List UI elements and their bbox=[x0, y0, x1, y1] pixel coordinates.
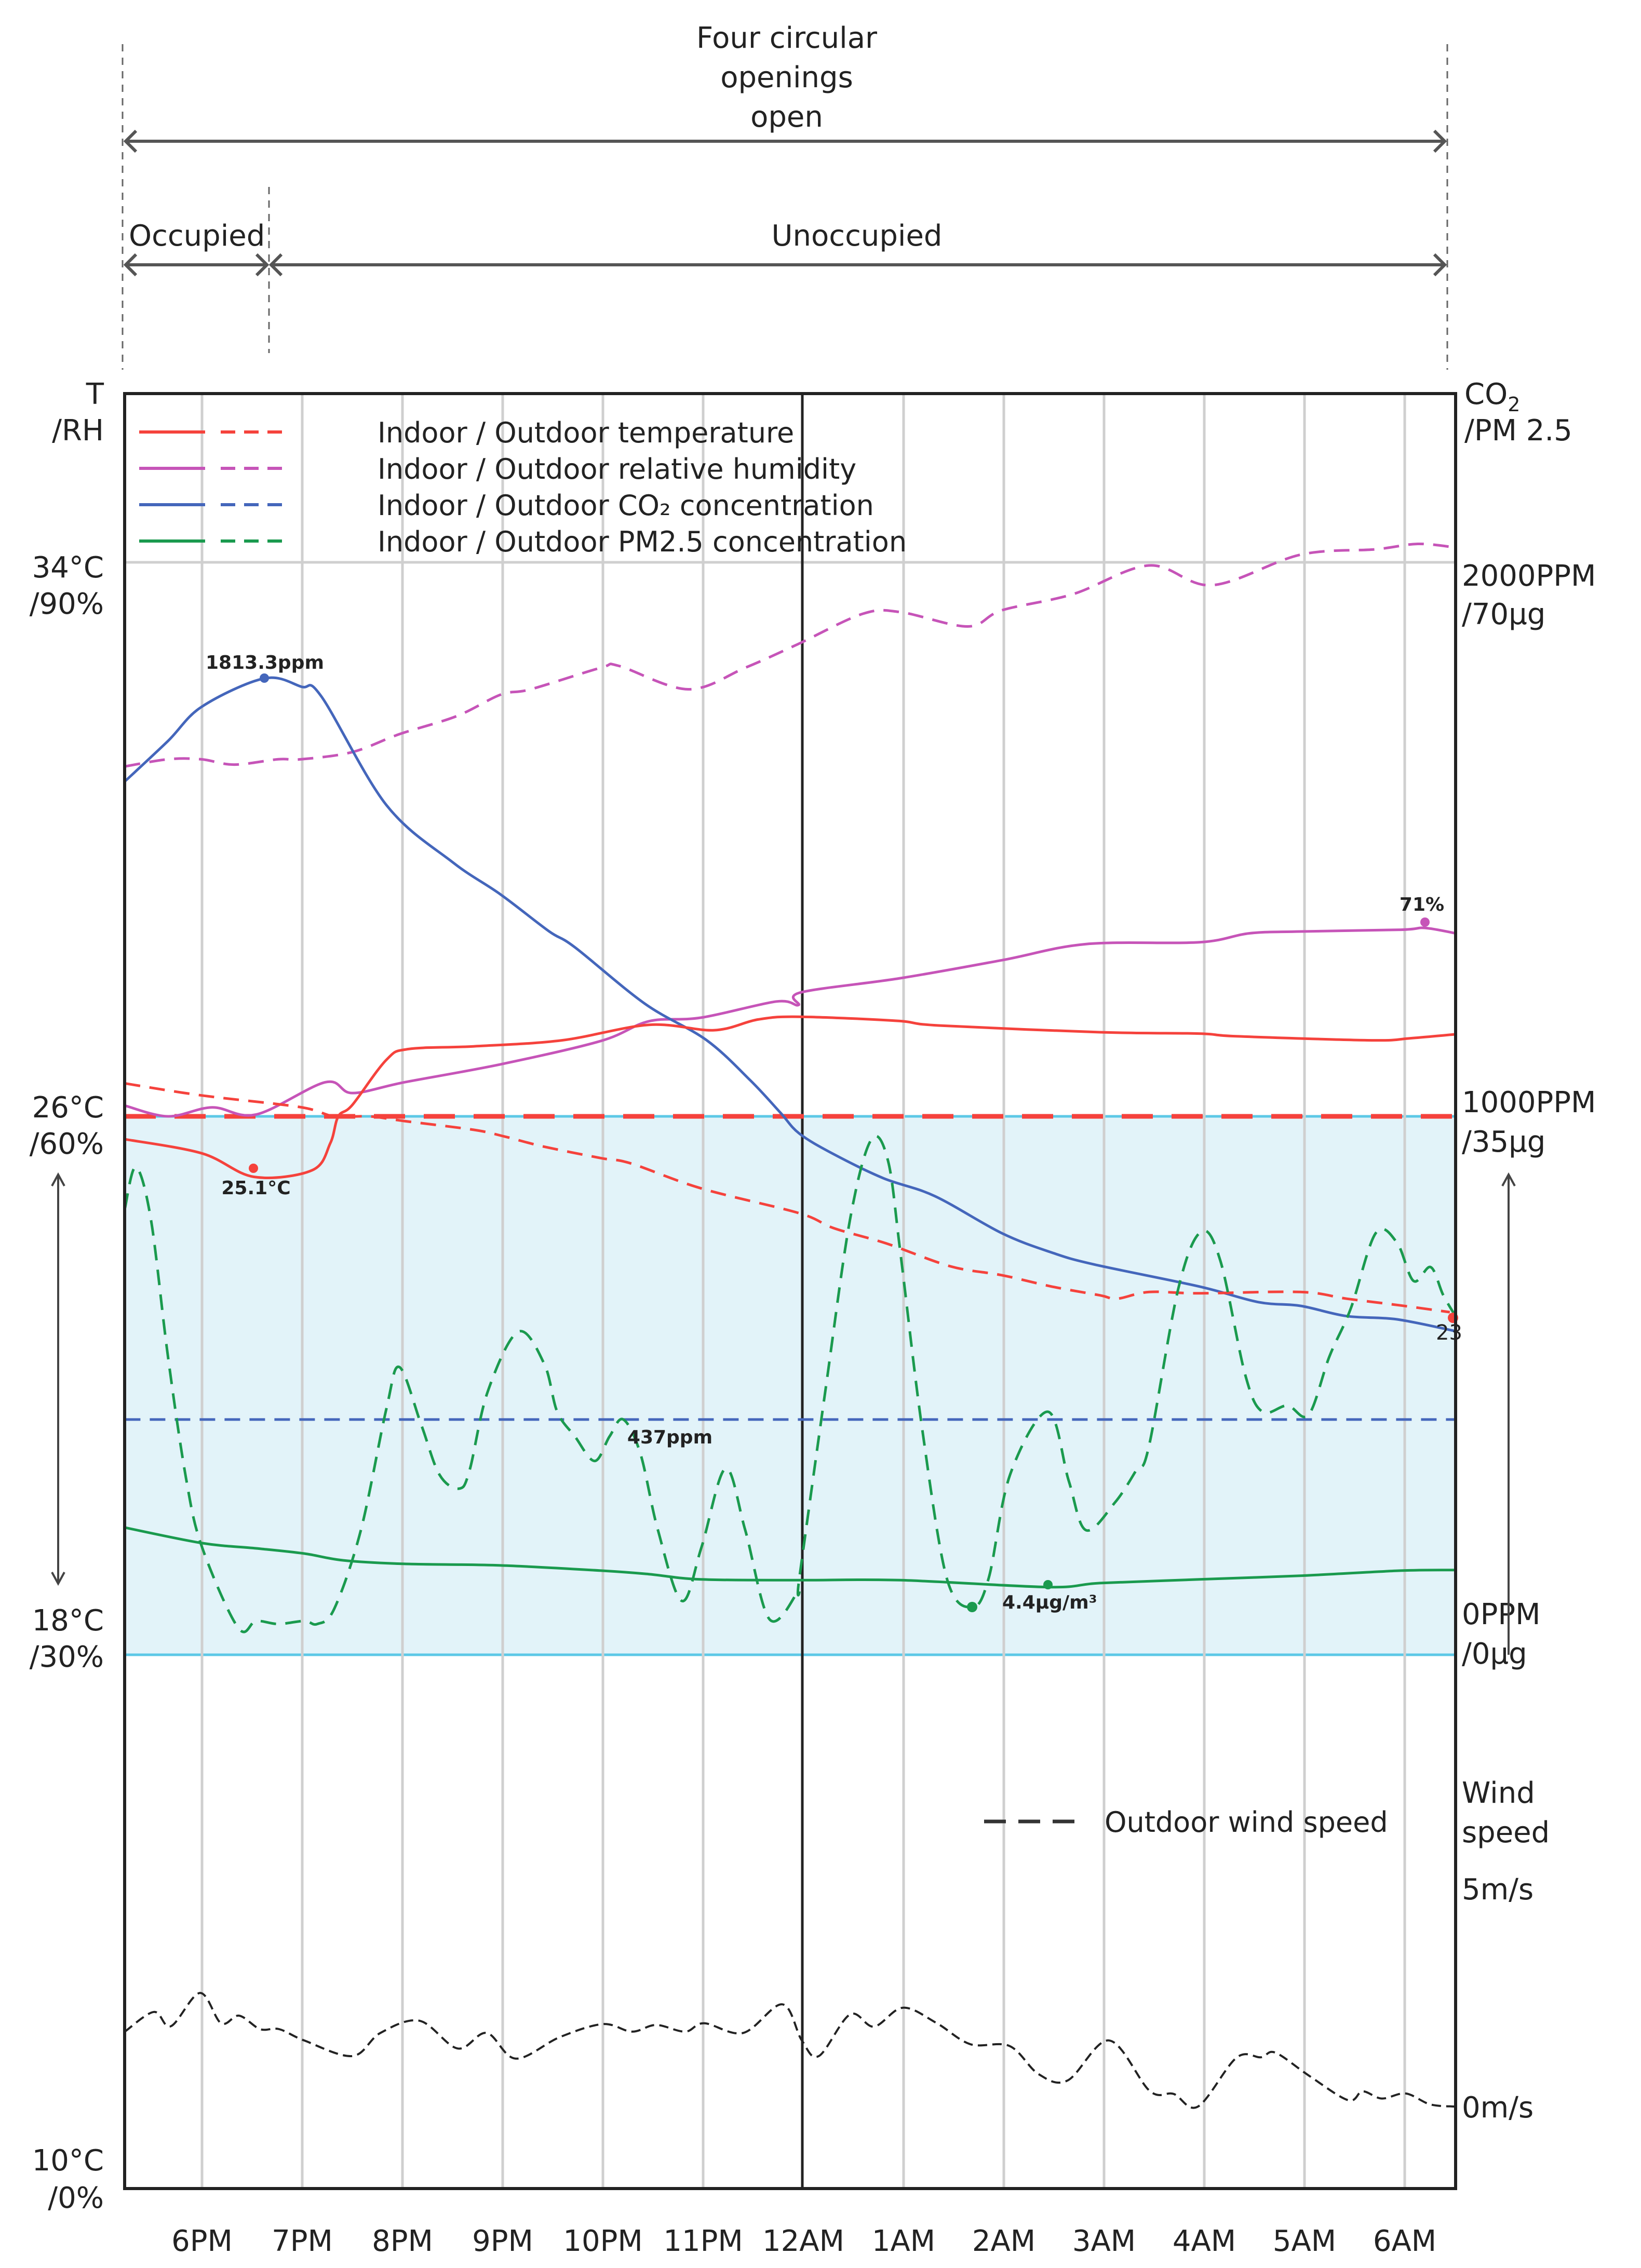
left-tick-10: 10°C bbox=[32, 2144, 104, 2178]
right-tick-2000: 2000PPM bbox=[1462, 559, 1596, 593]
left-axis-title: T bbox=[86, 377, 104, 411]
indoor-temperature-line bbox=[124, 1015, 1456, 1179]
humidity-peak-marker bbox=[1420, 917, 1430, 927]
annotations: 1813.3ppm 25.1°C 71% 437ppm 4.4μg/m³ 23 bbox=[206, 652, 1462, 1613]
left-tick-26: 26°C bbox=[32, 1091, 104, 1125]
legend-item-3: Indoor / Outdoor PM2.5 concentration bbox=[139, 525, 907, 558]
wind-tick-5: 5m/s bbox=[1462, 1873, 1534, 1907]
right-comfort-range-arrow bbox=[1501, 1172, 1516, 1655]
right-tick-35: /35μg bbox=[1462, 1125, 1545, 1159]
right-tick-0ug: /0μg bbox=[1462, 1637, 1527, 1671]
temp-min-marker bbox=[249, 1164, 258, 1173]
left-tick-60: /60% bbox=[30, 1127, 104, 1161]
legend-item-2: Indoor / Outdoor CO₂ concentration bbox=[139, 489, 874, 522]
x-tick-3am: 3AM bbox=[1072, 2224, 1136, 2258]
indoor-relative-humidity-line bbox=[124, 926, 1456, 1118]
x-tick-1am: 1AM bbox=[872, 2224, 935, 2258]
openings-label-line3: open bbox=[750, 100, 823, 134]
period-header: Four circular openings open Occupied Uno… bbox=[122, 21, 1448, 370]
x-tick-6pm: 6PM bbox=[171, 2224, 233, 2258]
x-tick-9pm: 9PM bbox=[472, 2224, 533, 2258]
pm-indoor-min-marker bbox=[1043, 1580, 1053, 1589]
left-axis: T /RH 34°C /90% 26°C /60% 18°C /30% 10°C… bbox=[30, 377, 104, 2215]
legend-label: Indoor / Outdoor temperature bbox=[378, 416, 794, 449]
x-tick-6am: 6AM bbox=[1373, 2224, 1436, 2258]
openings-span-arrow bbox=[123, 129, 1447, 153]
openings-label-line1: Four circular bbox=[696, 21, 878, 55]
occupied-label: Occupied bbox=[129, 219, 265, 253]
hour-gridlines bbox=[200, 394, 1406, 2189]
right-axis-title: CO2 bbox=[1464, 377, 1520, 416]
x-axis: 6PM 7PM 8PM 9PM 10PM 11PM 12AM 1AM 2AM 3AM 4AM 5AM 6… bbox=[171, 2224, 1436, 2258]
series-layer bbox=[123, 542, 1457, 2109]
x-tick-2am: 2AM bbox=[972, 2224, 1035, 2258]
right-axis-title-sub: /PM 2.5 bbox=[1464, 414, 1572, 448]
wind-legend-label: Outdoor wind speed bbox=[1105, 1806, 1388, 1839]
indoor-pm2-5-concentration-line bbox=[124, 1526, 1456, 1589]
legend-item-0: Indoor / Outdoor temperature bbox=[139, 416, 794, 449]
x-tick-8pm: 8PM bbox=[372, 2224, 433, 2258]
left-comfort-range-arrow bbox=[51, 1172, 65, 1586]
left-tick-30: /30% bbox=[30, 1640, 104, 1674]
temp-min-label: 25.1°C bbox=[221, 1178, 290, 1199]
legend-item-1: Indoor / Outdoor relative humidity bbox=[139, 453, 856, 485]
outdoor-pm2-5-concentration-line bbox=[123, 1135, 1457, 1634]
comfort-zone-band bbox=[125, 1116, 1456, 1655]
co2-peak-label: 1813.3ppm bbox=[206, 652, 324, 673]
unoccupied-span-arrow bbox=[268, 253, 1447, 277]
indoor-co2-concentration-line bbox=[124, 676, 1456, 1333]
x-tick-5am: 5AM bbox=[1273, 2224, 1336, 2258]
left-axis-title-sub: /RH bbox=[52, 414, 104, 448]
temp-outdoor-end-label: 23 bbox=[1436, 1321, 1462, 1345]
wind-legend: Outdoor wind speed bbox=[984, 1806, 1388, 1839]
openings-label-line2: openings bbox=[720, 61, 853, 95]
outdoor-temperature-line bbox=[125, 1082, 1450, 1314]
x-tick-10pm: 10PM bbox=[563, 2224, 642, 2258]
occupied-span-arrow bbox=[123, 253, 270, 277]
humidity-peak-label: 71% bbox=[1400, 894, 1444, 915]
left-tick-0: /0% bbox=[48, 2181, 104, 2215]
wind-axis-title-sub: speed bbox=[1462, 1816, 1550, 1850]
wind-tick-0: 0m/s bbox=[1462, 2091, 1534, 2125]
unoccupied-label: Unoccupied bbox=[772, 219, 943, 253]
right-tick-0ppm: 0PPM bbox=[1462, 1598, 1540, 1631]
plot-frame bbox=[123, 392, 1457, 2190]
pm-indoor-min-label: 4.4μg/m³ bbox=[1002, 1592, 1097, 1613]
left-tick-18: 18°C bbox=[32, 1604, 104, 1638]
co2-outdoor-label: 437ppm bbox=[627, 1427, 712, 1448]
pm-outdoor-min-marker bbox=[967, 1602, 977, 1612]
x-tick-12am: 12AM bbox=[762, 2224, 844, 2258]
left-tick-34: 34°C bbox=[32, 551, 104, 585]
legend-label: Indoor / Outdoor PM2.5 concentration bbox=[378, 525, 907, 558]
outdoor-wind-speed-line bbox=[124, 1992, 1455, 2109]
wind-axis-title: Wind bbox=[1462, 1776, 1535, 1810]
right-tick-1000: 1000PPM bbox=[1462, 1086, 1596, 1119]
legend-label: Indoor / Outdoor relative humidity bbox=[378, 453, 856, 485]
legend: Indoor / Outdoor temperature Indoor / Out… bbox=[139, 416, 907, 558]
x-tick-7pm: 7PM bbox=[272, 2224, 333, 2258]
x-tick-11pm: 11PM bbox=[663, 2224, 743, 2258]
legend-label: Indoor / Outdoor CO₂ concentration bbox=[378, 489, 874, 522]
right-tick-70: /70μg bbox=[1462, 598, 1545, 631]
left-tick-90: /90% bbox=[30, 587, 104, 621]
outdoor-relative-humidity-line bbox=[124, 542, 1456, 768]
x-tick-4am: 4AM bbox=[1173, 2224, 1236, 2258]
co2-peak-marker bbox=[260, 673, 269, 683]
right-axis: CO2 /PM 2.5 2000PPM /70μg 1000PPM /35μg … bbox=[1462, 377, 1596, 2125]
